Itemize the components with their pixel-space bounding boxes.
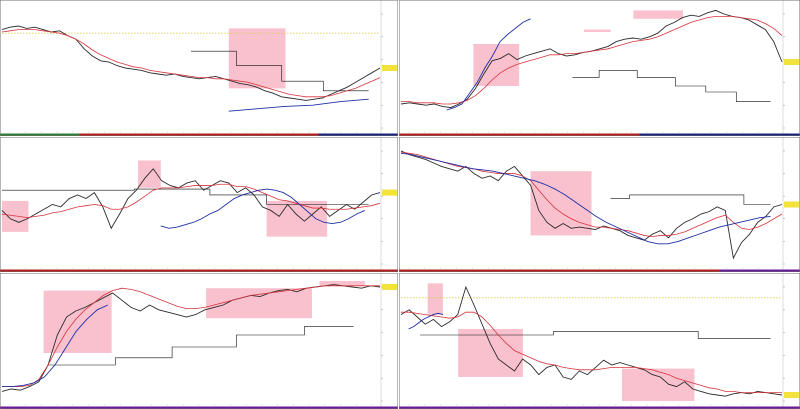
session-strip (719, 133, 800, 136)
chart-svg-2 (399, 0, 800, 136)
highlight-zone (138, 160, 161, 188)
session-strip (0, 133, 81, 136)
session-strip (719, 406, 800, 409)
session-strip (238, 406, 319, 409)
fast-ma-line (401, 15, 783, 105)
current-price-tag (382, 189, 397, 196)
session-strip (479, 406, 560, 409)
session-strip (159, 406, 240, 409)
session-strip (399, 269, 480, 272)
current-price-tag (784, 59, 799, 65)
current-price-tag (382, 284, 397, 290)
panel-border (0, 0, 398, 136)
session-strip (639, 269, 721, 272)
current-price-tag (382, 65, 397, 71)
panel-border (0, 137, 398, 272)
current-price-tag (784, 392, 799, 398)
highlight-zone (206, 288, 312, 319)
session-strip (318, 133, 398, 136)
level-step-line (572, 70, 771, 102)
panel-border (399, 137, 800, 272)
session-strip (479, 269, 560, 272)
fast-ma-line (1, 29, 381, 98)
level-step-line (610, 194, 771, 205)
highlight-zone (2, 200, 29, 232)
session-strip (0, 269, 81, 272)
chart-panel-4 (399, 137, 800, 272)
slow-ma-line (446, 18, 531, 111)
fast-ma-line (1, 183, 381, 218)
session-strip (559, 133, 641, 136)
slow-ma-line (2, 304, 109, 388)
chart-svg-1 (0, 0, 398, 136)
session-strip (79, 269, 160, 272)
session-strip (159, 269, 240, 272)
panel-border (399, 0, 800, 136)
chart-svg-4 (399, 137, 800, 272)
highlight-zone (530, 171, 592, 236)
session-strip (238, 269, 319, 272)
slow-ma-line (160, 188, 366, 229)
chart-svg-5 (0, 273, 398, 409)
fast-ma-line (401, 311, 782, 393)
session-strip (639, 133, 721, 136)
slow-ma-line (400, 152, 771, 245)
highlight-zone (266, 200, 328, 237)
session-strip (159, 133, 240, 136)
price-line (1, 25, 381, 101)
chart-panel-2 (399, 0, 800, 136)
highlight-zone (228, 28, 286, 89)
session-strip (399, 133, 480, 136)
session-strip (0, 406, 81, 409)
chart-svg-3 (0, 137, 398, 272)
level-step-line (2, 188, 369, 205)
chart-panel-5 (0, 273, 398, 409)
session-strip (719, 269, 800, 272)
chart-svg-6 (399, 273, 800, 409)
slow-ma-line (408, 312, 444, 330)
current-price-tag (784, 201, 799, 208)
session-strip (318, 269, 398, 272)
session-strip (318, 406, 398, 409)
session-strip (399, 406, 480, 409)
fast-ma-line (400, 151, 783, 238)
session-strip (559, 406, 641, 409)
price-line (1, 168, 381, 230)
level-step-line (47, 326, 354, 366)
session-strip (79, 406, 160, 409)
highlight-zone (427, 283, 443, 315)
slow-ma-line (228, 98, 369, 112)
level-step-line (420, 331, 771, 339)
chart-panel-1 (0, 0, 398, 136)
highlight-zone (633, 10, 683, 19)
highlight-zone (621, 368, 695, 401)
level-step-line (191, 50, 369, 92)
session-strip (479, 133, 560, 136)
fast-ma-line (2, 285, 380, 387)
highlight-zone (583, 29, 611, 32)
highlight-zone (319, 281, 365, 286)
highlight-zone (43, 290, 112, 353)
session-strip (639, 406, 721, 409)
chart-panel-6 (399, 273, 800, 409)
price-line (400, 9, 783, 109)
session-strip (559, 269, 641, 272)
session-strip (238, 133, 319, 136)
session-strip (79, 133, 160, 136)
chart-panel-3 (0, 137, 398, 272)
price-line (400, 285, 783, 397)
